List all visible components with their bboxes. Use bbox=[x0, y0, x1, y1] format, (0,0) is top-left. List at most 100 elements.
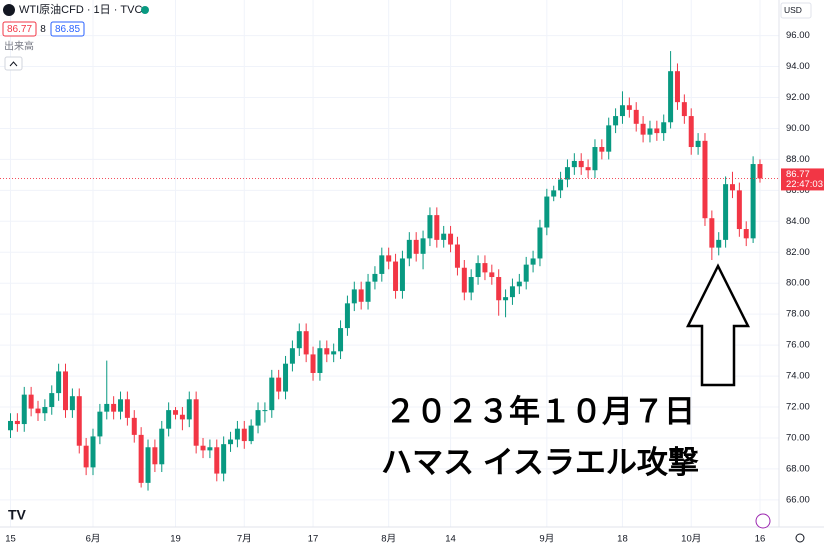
candle-body bbox=[269, 377, 275, 411]
x-tick-label: 18 bbox=[617, 534, 628, 545]
candle-body bbox=[736, 190, 742, 230]
logo: TV bbox=[8, 507, 27, 523]
candle-body bbox=[399, 258, 405, 291]
candle-body bbox=[544, 196, 550, 228]
collapse-button[interactable] bbox=[4, 56, 23, 71]
candle-body bbox=[344, 303, 350, 329]
spread: 8 bbox=[40, 24, 46, 35]
candle-body bbox=[186, 399, 192, 420]
candle-body bbox=[351, 289, 357, 304]
ask-badge[interactable] bbox=[50, 21, 85, 37]
candle-body bbox=[681, 102, 687, 117]
x-tick-label: 7月 bbox=[237, 534, 252, 545]
candle-body bbox=[152, 447, 158, 465]
y-tick-label: 78.00 bbox=[786, 309, 810, 320]
candle-body bbox=[475, 263, 481, 278]
candle-body bbox=[406, 239, 412, 259]
candle-body bbox=[131, 417, 137, 435]
currency-button[interactable] bbox=[780, 2, 812, 19]
last-price-tag bbox=[781, 168, 824, 191]
candle-body bbox=[441, 233, 447, 240]
candle-body bbox=[234, 428, 240, 440]
candle-body bbox=[516, 281, 522, 287]
candle-body bbox=[262, 410, 268, 412]
y-tick-label: 72.00 bbox=[786, 402, 810, 413]
candle-body bbox=[214, 447, 220, 474]
candle-body bbox=[310, 354, 316, 373]
volume-label: 出来高 bbox=[4, 40, 34, 53]
x-tick-label: 19 bbox=[170, 534, 181, 545]
candle-body bbox=[386, 255, 392, 262]
candle-body bbox=[8, 420, 13, 431]
candle-body bbox=[35, 408, 41, 414]
candle-body bbox=[668, 71, 674, 123]
alert-button[interactable] bbox=[755, 513, 771, 529]
candle-body bbox=[338, 328, 344, 352]
candle-body bbox=[289, 348, 295, 364]
candle-body bbox=[537, 227, 543, 259]
candle-body bbox=[592, 147, 598, 171]
candle-body bbox=[509, 286, 515, 298]
candle-body bbox=[283, 363, 289, 392]
settings-button[interactable] bbox=[795, 533, 805, 543]
x-tick-label: 10月 bbox=[681, 534, 701, 545]
y-tick-label: 68.00 bbox=[786, 463, 810, 474]
candle-body bbox=[14, 420, 20, 425]
candle-body bbox=[530, 258, 536, 265]
candle-body bbox=[626, 105, 632, 110]
candle-body bbox=[599, 147, 605, 152]
symbol-title: WTI原油CFD · 1日 · TVC bbox=[19, 2, 142, 16]
candle-body bbox=[585, 167, 591, 171]
arrow bbox=[685, 263, 751, 387]
candle-body bbox=[76, 396, 82, 446]
bid-badge[interactable] bbox=[2, 21, 37, 37]
candle-body bbox=[56, 371, 62, 394]
status-dot bbox=[141, 6, 149, 14]
candle-body bbox=[716, 239, 722, 248]
ask-price: 86.85 bbox=[55, 24, 80, 35]
candle-body bbox=[489, 272, 495, 278]
candle-body bbox=[503, 297, 509, 301]
x-tick-label: 15 bbox=[5, 534, 16, 545]
candle-body bbox=[124, 399, 130, 418]
y-tick-label: 96.00 bbox=[786, 30, 810, 41]
candle-body bbox=[90, 436, 96, 468]
candle-body bbox=[255, 410, 261, 426]
candle-body bbox=[221, 444, 227, 474]
candle-body bbox=[619, 105, 625, 117]
candle-body bbox=[97, 411, 103, 437]
y-tick-label: 88.00 bbox=[786, 154, 810, 165]
candle-body bbox=[83, 445, 89, 468]
y-tick-label: 66.00 bbox=[786, 494, 810, 505]
candle-body bbox=[296, 331, 302, 349]
candle-body bbox=[166, 410, 172, 429]
candle-body bbox=[654, 128, 660, 134]
candle-body bbox=[496, 277, 502, 301]
candle-body bbox=[63, 371, 69, 411]
candle-body bbox=[420, 238, 426, 254]
candle-body bbox=[248, 425, 254, 442]
candle-body bbox=[578, 160, 584, 168]
x-tick-label: 14 bbox=[445, 534, 456, 545]
candle-body bbox=[303, 331, 309, 355]
x-tick-label: 8月 bbox=[381, 534, 396, 545]
candle-body bbox=[482, 263, 488, 273]
candle-body bbox=[523, 264, 529, 282]
y-tick-label: 92.00 bbox=[786, 92, 810, 103]
candle-body bbox=[640, 123, 646, 135]
annotation-date: ２０２３年１０月７日 bbox=[385, 394, 695, 429]
candle-body bbox=[365, 281, 371, 302]
candle-body bbox=[558, 179, 564, 191]
candle-body bbox=[159, 428, 165, 465]
y-tick-label: 90.00 bbox=[786, 123, 810, 134]
candle-body bbox=[413, 239, 419, 254]
candle-body bbox=[454, 244, 460, 268]
candle-body bbox=[331, 351, 337, 355]
last-price-label: 86.77 bbox=[786, 169, 810, 180]
candle-body bbox=[69, 396, 75, 411]
candle-body bbox=[564, 167, 570, 180]
candle-body bbox=[118, 399, 124, 412]
candle-body bbox=[613, 116, 619, 126]
axes: 66.00 68.00 70.00 72.00 74.00 76.00 78.00 80.00… bbox=[5, 30, 824, 545]
